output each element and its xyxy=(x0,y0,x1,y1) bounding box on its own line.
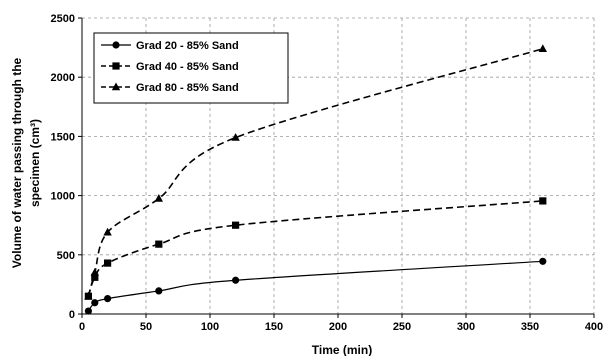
data-point xyxy=(103,227,112,236)
legend-marker xyxy=(112,41,120,49)
x-tick-label: 300 xyxy=(457,321,475,333)
x-tick-label: 0 xyxy=(79,321,85,333)
legend-marker xyxy=(112,62,120,70)
y-axis-title-line1: Volume of water passing through the xyxy=(10,57,24,268)
legend-items: Grad 20 - 85% Sand Grad 40 - 85% Sand Grad… xyxy=(101,40,239,94)
x-tick-label: 150 xyxy=(265,321,283,333)
series-1 xyxy=(84,257,547,315)
y-tick-label: 1000 xyxy=(51,191,75,203)
data-point xyxy=(84,291,93,300)
y-tick-label: 0 xyxy=(69,309,75,321)
data-point xyxy=(104,259,112,267)
data-point xyxy=(154,194,163,202)
legend-marker xyxy=(111,82,121,91)
legend-label: Grad 80 - 85% Sand xyxy=(136,82,239,94)
legend: Grad 20 - 85% Sand Grad 40 - 85% Sand Grad… xyxy=(93,32,289,104)
data-point xyxy=(232,221,240,229)
data-point xyxy=(539,197,547,205)
data-point xyxy=(91,299,99,307)
data-point xyxy=(231,133,240,141)
legend-label: Grad 40 - 85% Sand xyxy=(136,61,239,73)
series-3 xyxy=(84,44,547,300)
series-line xyxy=(87,200,543,297)
x-tick-label: 400 xyxy=(585,321,603,333)
x-tick-label: 50 xyxy=(140,321,152,333)
data-point xyxy=(90,268,99,276)
data-point xyxy=(155,287,163,295)
data-point xyxy=(538,44,547,52)
data-point xyxy=(155,240,163,248)
y-tick-label: 1500 xyxy=(51,131,75,143)
legend-label: Grad 20 - 85% Sand xyxy=(136,40,239,52)
legend-item: Grad 80 - 85% Sand xyxy=(101,82,239,94)
y-tick-label: 2500 xyxy=(51,13,75,25)
x-tick-label: 250 xyxy=(393,321,411,333)
data-point xyxy=(91,273,99,281)
data-point xyxy=(84,307,92,315)
data-point xyxy=(539,257,547,265)
y-axis-title-line2: specimen (cm³) xyxy=(28,119,42,207)
gridlines xyxy=(82,17,595,314)
data-point xyxy=(232,276,240,284)
x-axis-title: Time (min) xyxy=(312,343,372,356)
x-tick-label: 350 xyxy=(521,321,539,333)
x-tick-label: 200 xyxy=(329,321,347,333)
x-tick-label: 100 xyxy=(201,321,219,333)
data-point xyxy=(104,295,112,303)
legend-item: Grad 20 - 85% Sand xyxy=(101,40,239,52)
legend-item: Grad 40 - 85% Sand xyxy=(101,61,239,73)
series-layer xyxy=(84,44,547,315)
tick-labels: 0 50 100 150 200 250 300 350 400 0 500 1000 1500 2000… xyxy=(51,13,604,333)
y-tick-label: 500 xyxy=(57,250,75,262)
series-2 xyxy=(84,197,547,300)
series-line xyxy=(87,260,543,312)
y-tick-label: 2000 xyxy=(51,72,75,84)
